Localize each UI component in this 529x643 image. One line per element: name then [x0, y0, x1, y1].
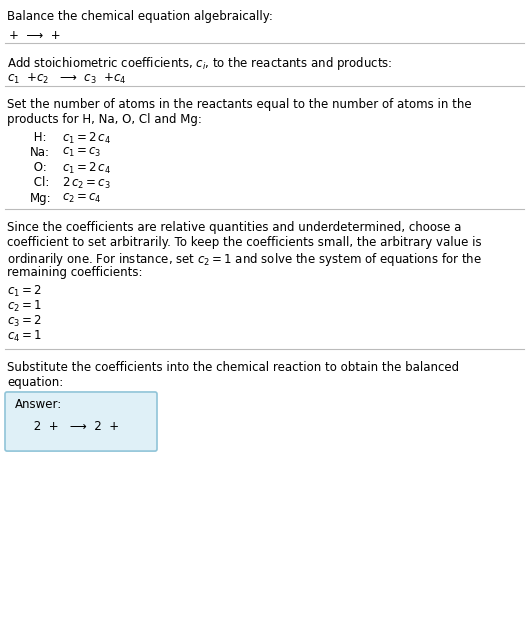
Text: equation:: equation:: [7, 376, 63, 389]
Text: Mg:: Mg:: [30, 192, 52, 204]
Text: O:: O:: [30, 161, 47, 174]
Text: Answer:: Answer:: [15, 398, 62, 411]
FancyBboxPatch shape: [5, 392, 157, 451]
Text: Add stoichiometric coefficients, $c_i$, to the reactants and products:: Add stoichiometric coefficients, $c_i$, …: [7, 55, 393, 72]
Text: Since the coefficients are relative quantities and underdetermined, choose a: Since the coefficients are relative quan…: [7, 221, 461, 233]
Text: $c_1 = 2\,c_4$: $c_1 = 2\,c_4$: [62, 131, 111, 146]
Text: 2  +   ⟶  2  +: 2 + ⟶ 2 +: [15, 420, 119, 433]
Text: $c_2 = 1$: $c_2 = 1$: [7, 299, 42, 314]
Text: $c_4 = 1$: $c_4 = 1$: [7, 329, 42, 345]
Text: +  ⟶  +: + ⟶ +: [9, 29, 61, 42]
Text: $2\,c_2 = c_3$: $2\,c_2 = c_3$: [62, 176, 111, 192]
Text: remaining coefficients:: remaining coefficients:: [7, 266, 142, 280]
Text: products for H, Na, O, Cl and Mg:: products for H, Na, O, Cl and Mg:: [7, 113, 202, 127]
Text: $c_2 = c_4$: $c_2 = c_4$: [62, 192, 102, 204]
Text: Cl:: Cl:: [30, 176, 49, 189]
Text: $c_1$  +$c_2$   ⟶  $c_3$  +$c_4$: $c_1$ +$c_2$ ⟶ $c_3$ +$c_4$: [7, 72, 126, 86]
Text: $c_1 = 2\,c_4$: $c_1 = 2\,c_4$: [62, 161, 111, 176]
Text: $c_1 = 2$: $c_1 = 2$: [7, 284, 42, 299]
Text: Set the number of atoms in the reactants equal to the number of atoms in the: Set the number of atoms in the reactants…: [7, 98, 472, 111]
Text: Substitute the coefficients into the chemical reaction to obtain the balanced: Substitute the coefficients into the che…: [7, 361, 459, 374]
Text: H:: H:: [30, 131, 47, 143]
Text: $c_1 = c_3$: $c_1 = c_3$: [62, 146, 102, 159]
Text: $c_3 = 2$: $c_3 = 2$: [7, 314, 42, 329]
Text: coefficient to set arbitrarily. To keep the coefficients small, the arbitrary va: coefficient to set arbitrarily. To keep …: [7, 236, 481, 249]
Text: Na:: Na:: [30, 146, 50, 159]
Text: Balance the chemical equation algebraically:: Balance the chemical equation algebraica…: [7, 10, 273, 23]
Text: ordinarily one. For instance, set $c_2 = 1$ and solve the system of equations fo: ordinarily one. For instance, set $c_2 =…: [7, 251, 482, 268]
